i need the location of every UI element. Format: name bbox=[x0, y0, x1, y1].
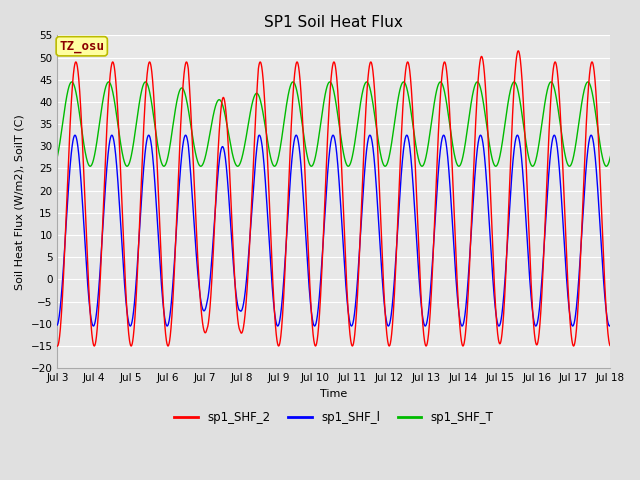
X-axis label: Time: Time bbox=[320, 389, 348, 398]
Legend: sp1_SHF_2, sp1_SHF_l, sp1_SHF_T: sp1_SHF_2, sp1_SHF_l, sp1_SHF_T bbox=[170, 407, 499, 429]
Title: SP1 Soil Heat Flux: SP1 Soil Heat Flux bbox=[264, 15, 403, 30]
Y-axis label: Soil Heat Flux (W/m2), SoilT (C): Soil Heat Flux (W/m2), SoilT (C) bbox=[15, 114, 25, 289]
Text: TZ_osu: TZ_osu bbox=[60, 40, 104, 53]
